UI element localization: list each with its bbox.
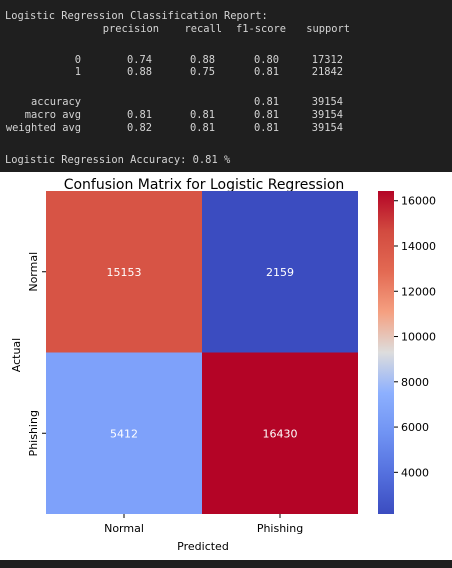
row-label: macro avg — [24, 109, 81, 121]
cell-value-label: 2159 — [266, 266, 294, 279]
cell-f1: 0.81 — [253, 96, 279, 108]
heatmap-cell — [202, 352, 358, 514]
x-axis: Normal Phishing — [104, 514, 303, 535]
cell-support: 39154 — [311, 96, 343, 108]
cell-f1: 0.80 — [253, 54, 279, 66]
cell-f1: 0.81 — [253, 109, 279, 121]
confusion-matrix-chart: Confusion Matrix for Logistic Regression… — [10, 177, 436, 553]
cell-recall: 0.81 — [189, 109, 215, 121]
colorbar-tick-label: 10000 — [401, 331, 436, 344]
row-label: accuracy — [30, 96, 81, 108]
y-tick-label: Phishing — [27, 410, 40, 456]
cell-support: 17312 — [311, 54, 343, 66]
x-tick-label: Normal — [104, 522, 144, 535]
cell-support: 39154 — [311, 122, 343, 134]
colorbar-tick-label: 6000 — [401, 421, 429, 434]
bottom-strip — [0, 560, 452, 568]
cell-recall: 0.75 — [189, 66, 215, 78]
heatmap-cell — [46, 352, 202, 514]
cell-precision: 0.74 — [126, 54, 152, 66]
cell-recall: 0.81 — [189, 122, 215, 134]
cell-value-label: 16430 — [263, 427, 298, 440]
col-header-f1: f1-score — [235, 23, 286, 35]
row-label: 0 — [74, 54, 81, 66]
chart-title: Confusion Matrix for Logistic Regression — [64, 177, 345, 193]
cell-precision: 0.88 — [126, 66, 152, 78]
row-label: weighted avg — [5, 122, 81, 134]
cell-f1: 0.81 — [253, 66, 279, 78]
cell-recall: 0.88 — [189, 54, 215, 66]
y-axis-label: Actual — [10, 338, 23, 372]
heatmap-cells: 15153 2159 5412 16430 — [46, 191, 358, 514]
cell-support: 39154 — [311, 109, 343, 121]
cell-value-label: 15153 — [107, 266, 142, 279]
colorbar-tick-label: 16000 — [401, 195, 436, 208]
col-header-precision: precision — [102, 23, 159, 35]
cell-precision: 0.81 — [126, 109, 152, 121]
x-tick-label: Phishing — [257, 522, 303, 535]
accuracy-line: Logistic Regression Accuracy: 0.81 % — [5, 154, 231, 166]
y-tick-label: Normal — [27, 252, 40, 292]
x-axis-label: Predicted — [177, 540, 229, 553]
console-output: Logistic Regression Classification Repor… — [0, 0, 452, 172]
cell-support: 21842 — [311, 66, 343, 78]
colorbar — [378, 191, 394, 514]
y-axis: Normal Phishing — [27, 252, 46, 456]
col-header-recall: recall — [184, 23, 222, 35]
colorbar-tick-label: 8000 — [401, 376, 429, 389]
heatmap-cell — [202, 191, 358, 353]
colorbar-axis: 4000 6000 8000 10000 12000 14000 16000 — [394, 195, 436, 479]
heatmap-cell — [46, 191, 202, 353]
row-label: 1 — [74, 66, 81, 78]
colorbar-tick-label: 4000 — [401, 466, 429, 479]
cell-f1: 0.81 — [253, 122, 279, 134]
cell-value-label: 5412 — [110, 427, 138, 440]
cell-precision: 0.82 — [126, 122, 152, 134]
col-header-support: support — [306, 23, 350, 35]
confusion-matrix-figure: Confusion Matrix for Logistic Regression… — [0, 172, 452, 560]
colorbar-tick-label: 14000 — [401, 240, 436, 253]
colorbar-tick-label: 12000 — [401, 285, 436, 298]
report-title: Logistic Regression Classification Repor… — [5, 10, 268, 22]
